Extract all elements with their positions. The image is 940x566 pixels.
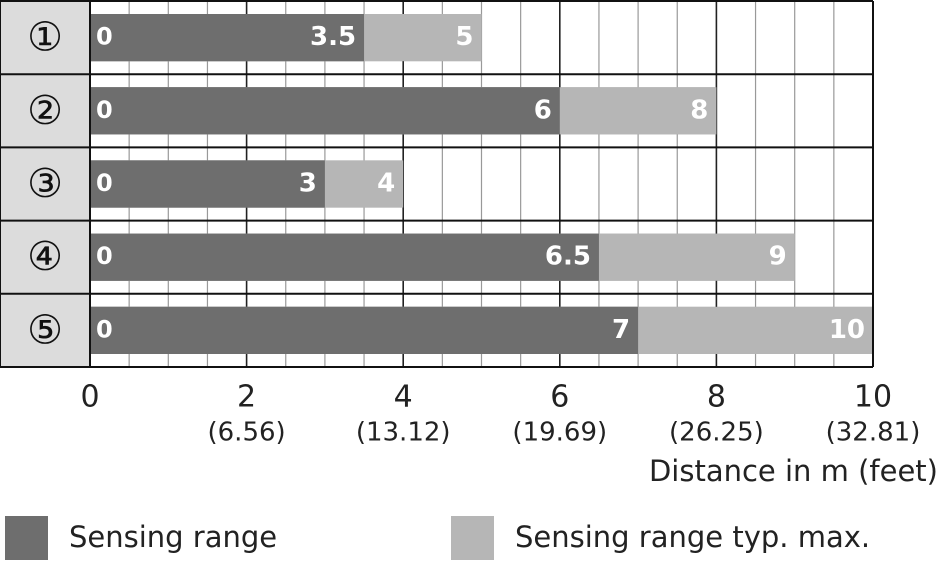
legend-swatch (451, 516, 494, 560)
x-tick-sublabel: (32.81) (826, 418, 921, 448)
value-label: 5 (455, 22, 473, 52)
start-label: 0 (96, 315, 113, 343)
x-tick-label: 6 (550, 380, 569, 415)
x-tick-label: 10 (854, 380, 892, 415)
category-label: ⑤ (27, 307, 63, 353)
start-label: 0 (96, 96, 113, 124)
category-label: ③ (27, 161, 63, 207)
bar (90, 87, 560, 135)
start-label: 0 (96, 23, 113, 51)
value-label: 4 (377, 169, 395, 199)
x-axis-title: Distance in m (feet) (649, 454, 938, 488)
legend-label: Sensing range (69, 520, 277, 554)
x-tick-sublabel: (26.25) (669, 418, 764, 448)
x-tick-label: 2 (237, 380, 256, 415)
x-tick-label: 8 (707, 380, 726, 415)
x-tick-sublabel: (13.12) (356, 418, 451, 448)
start-label: 0 (96, 169, 113, 197)
category-label: ④ (27, 234, 63, 280)
start-label: 0 (96, 242, 113, 270)
value-label: 7 (612, 315, 630, 345)
bar (90, 160, 325, 208)
bar (90, 14, 365, 62)
legend-swatch (5, 516, 48, 560)
category-column (0, 0, 90, 367)
x-tick-sublabel: (19.69) (512, 418, 607, 448)
bar (90, 233, 599, 281)
x-tick-sublabel: (6.56) (208, 418, 286, 448)
value-label: 10 (829, 315, 865, 345)
value-label: 3.5 (310, 22, 356, 52)
value-label: 8 (690, 95, 708, 125)
category-label: ① (27, 15, 63, 61)
value-label: 3 (299, 169, 317, 199)
legend-label: Sensing range typ. max. (515, 520, 870, 554)
value-label: 6 (534, 95, 552, 125)
value-label: 9 (769, 242, 787, 272)
category-label: ② (27, 88, 63, 134)
x-tick-label: 0 (80, 380, 99, 415)
value-label: 6.5 (545, 242, 591, 272)
x-tick-label: 4 (394, 380, 413, 415)
bar (90, 306, 639, 354)
